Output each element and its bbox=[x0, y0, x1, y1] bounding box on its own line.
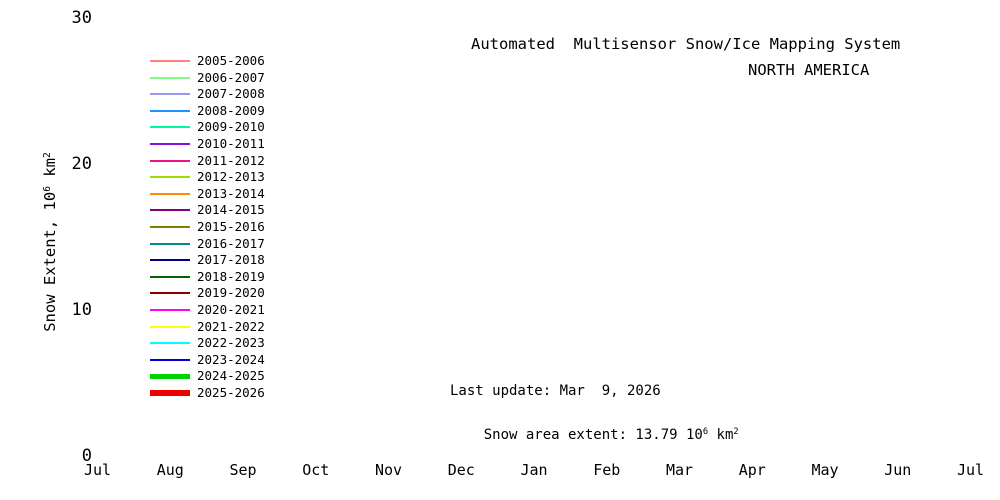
legend-item-2006-2007: 2006-2007 bbox=[150, 70, 265, 86]
legend-item-2021-2022: 2021-2022 bbox=[150, 319, 265, 335]
legend-label-2020-2021: 2020-2021 bbox=[197, 302, 265, 317]
y-tick-label-10: 10 bbox=[71, 299, 92, 320]
legend-label-2008-2009: 2008-2009 bbox=[197, 102, 265, 118]
x-tick-label-aug-1: Aug bbox=[156, 461, 184, 479]
legend-label-2024-2025: 2024-2025 bbox=[197, 368, 265, 384]
legend-label-2025-2026: 2025-2026 bbox=[197, 385, 265, 400]
snow-extent-sup-6: 6 bbox=[702, 427, 709, 438]
x-tick-label-may-10: May bbox=[811, 461, 839, 479]
legend-item-2008-2009: 2008-2009 bbox=[150, 103, 265, 119]
legend-label-2022-2023: 2022-2023 bbox=[197, 335, 265, 351]
legend-item-2022-2023: 2022-2023 bbox=[150, 335, 265, 351]
legend-label-2019-2020: 2019-2020 bbox=[197, 285, 265, 301]
snow-extent-unit: km bbox=[708, 427, 734, 443]
legend-swatch-2014-2015 bbox=[150, 209, 190, 212]
x-tick-label-oct-3: Oct bbox=[302, 461, 330, 479]
snow-area-extent-text: Snow area extent: 13.79 106 km2 bbox=[450, 411, 739, 459]
x-tick-label-jun-11: Jun bbox=[884, 461, 912, 479]
snow-extent-sup-2: 2 bbox=[733, 427, 739, 438]
legend-item-2013-2014: 2013-2014 bbox=[150, 186, 265, 202]
legend-swatch-2021-2022 bbox=[150, 325, 190, 328]
y-tick-label-0: 0 bbox=[81, 445, 92, 466]
legend-label-2015-2016: 2015-2016 bbox=[197, 219, 265, 234]
legend-swatch-2020-2021 bbox=[150, 309, 190, 311]
legend-label-2009-2010: 2009-2010 bbox=[197, 119, 265, 135]
legend-item-2016-2017: 2016-2017 bbox=[150, 236, 265, 252]
legend-label-2014-2015: 2014-2015 bbox=[197, 202, 265, 218]
chart-subtitle-region: NORTH AMERICA bbox=[748, 61, 870, 79]
legend-item-2009-2010: 2009-2010 bbox=[150, 119, 265, 135]
legend-label-2007-2008: 2007-2008 bbox=[197, 86, 265, 102]
legend-swatch-2022-2023 bbox=[150, 342, 190, 345]
x-tick-label-jan-6: Jan bbox=[520, 461, 548, 479]
legend-swatch-2013-2014 bbox=[150, 192, 190, 195]
legend-label-2005-2006: 2005-2006 bbox=[197, 53, 265, 68]
legend-item-2020-2021: 2020-2021 bbox=[150, 302, 265, 318]
legend-swatch-2010-2011 bbox=[150, 143, 190, 145]
legend-swatch-2024-2025 bbox=[150, 373, 190, 380]
legend-swatch-2012-2013 bbox=[150, 176, 190, 179]
legend-swatch-2025-2026 bbox=[150, 390, 190, 396]
legend-swatch-2007-2008 bbox=[150, 93, 190, 96]
legend-label-2011-2012: 2011-2012 bbox=[197, 152, 265, 168]
legend-label-2013-2014: 2013-2014 bbox=[197, 185, 265, 201]
legend-swatch-2015-2016 bbox=[150, 226, 190, 228]
x-tick-label-jul-12: Jul bbox=[956, 461, 985, 479]
legend-label-2017-2018: 2017-2018 bbox=[197, 252, 265, 268]
legend-item-2017-2018: 2017-2018 bbox=[150, 252, 265, 268]
x-tick-label-mar-8: Mar bbox=[665, 461, 694, 479]
chart-title: Automated Multisensor Snow/Ice Mapping S… bbox=[471, 35, 901, 53]
legend-item-2007-2008: 2007-2008 bbox=[150, 86, 265, 102]
y-axis-label-sup-2: 2 bbox=[41, 152, 53, 159]
legend-swatch-2008-2009 bbox=[150, 109, 190, 112]
legend-item-2014-2015: 2014-2015 bbox=[150, 202, 265, 218]
legend-label-2018-2019: 2018-2019 bbox=[197, 268, 265, 284]
legend-swatch-2009-2010 bbox=[150, 126, 190, 129]
legend-item-2024-2025: 2024-2025 bbox=[150, 368, 265, 384]
legend-swatch-2016-2017 bbox=[150, 242, 190, 245]
legend-item-2011-2012: 2011-2012 bbox=[150, 153, 265, 169]
x-tick-label-sep-2: Sep bbox=[229, 461, 257, 479]
legend-swatch-2006-2007 bbox=[150, 76, 190, 79]
legend-swatch-2018-2019 bbox=[150, 275, 190, 278]
x-tick-label-feb-7: Feb bbox=[593, 461, 621, 479]
legend-label-2021-2022: 2021-2022 bbox=[197, 318, 265, 334]
x-tick-label-apr-9: Apr bbox=[738, 461, 766, 479]
legend-item-2010-2011: 2010-2011 bbox=[150, 136, 265, 152]
x-tick-label-jul-0: Jul bbox=[83, 461, 112, 479]
legend-item-2005-2006: 2005-2006 bbox=[150, 53, 265, 69]
legend-label-2010-2011: 2010-2011 bbox=[197, 136, 265, 151]
legend-item-2023-2024: 2023-2024 bbox=[150, 352, 265, 368]
last-update-text: Last update: Mar 9, 2026 bbox=[450, 383, 661, 399]
legend-item-2015-2016: 2015-2016 bbox=[150, 219, 265, 235]
x-tick-label-nov-4: Nov bbox=[374, 461, 403, 479]
y-tick-label-20: 20 bbox=[71, 153, 92, 174]
y-tick-label-30: 30 bbox=[71, 7, 92, 28]
legend-label-2016-2017: 2016-2017 bbox=[197, 235, 265, 251]
legend-swatch-2011-2012 bbox=[150, 159, 190, 162]
snow-area-extent-value: Snow area extent: 13.79 10 bbox=[483, 427, 703, 443]
legend-swatch-2005-2006 bbox=[150, 60, 190, 62]
legend-swatch-2017-2018 bbox=[150, 259, 190, 262]
legend-label-2012-2013: 2012-2013 bbox=[197, 169, 265, 185]
legend-item-2018-2019: 2018-2019 bbox=[150, 269, 265, 285]
legend-swatch-2019-2020 bbox=[150, 292, 190, 295]
y-axis-label-sup-6: 6 bbox=[41, 186, 53, 192]
legend-swatch-2023-2024 bbox=[150, 358, 190, 361]
legend-item-2025-2026: 2025-2026 bbox=[150, 385, 265, 401]
x-tick-label-dec-5: Dec bbox=[447, 461, 475, 479]
legend-label-2023-2024: 2023-2024 bbox=[197, 351, 265, 367]
legend-label-2006-2007: 2006-2007 bbox=[197, 69, 265, 85]
legend-item-2012-2013: 2012-2013 bbox=[150, 169, 265, 185]
legend-item-2019-2020: 2019-2020 bbox=[150, 285, 265, 301]
